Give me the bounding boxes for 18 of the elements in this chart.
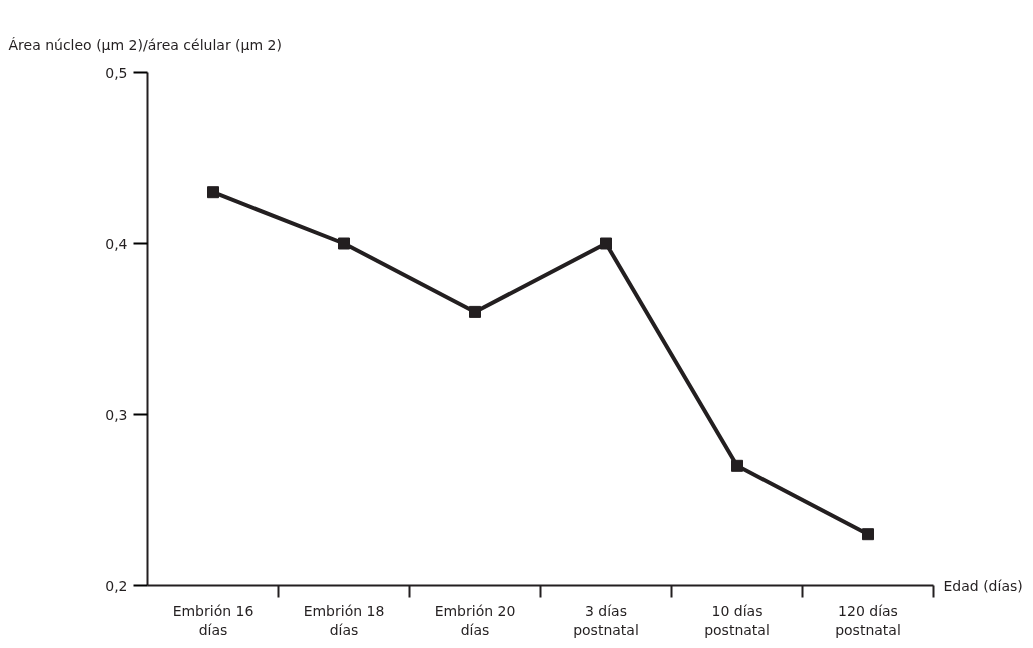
point [862, 528, 874, 541]
point [600, 237, 612, 250]
x-tick-label: 120 días postnatal [835, 602, 901, 638]
y-axis-title: Área núcleo (µm 2)/área célular (µm 2) [8, 36, 282, 53]
x-tick-label: Embrión 20 días [434, 602, 516, 638]
x-axis-title: Edad (días) [943, 577, 1023, 594]
point [469, 305, 481, 318]
x-tick-label: Embrión 18 días [303, 602, 385, 638]
y-tick-label: 0,2 [105, 577, 128, 594]
x-tick-label: 10 días postnatal [704, 602, 770, 638]
point [207, 186, 219, 199]
y-tick-label: 0,3 [105, 406, 128, 423]
point [338, 237, 350, 250]
y-tick-label: 0,5 [105, 64, 128, 81]
y-tick-label: 0,4 [105, 235, 128, 252]
point [731, 459, 743, 472]
x-tick-label: Embrión 16 días [172, 602, 254, 638]
x-tick-label: 3 días postnatal [573, 602, 639, 638]
